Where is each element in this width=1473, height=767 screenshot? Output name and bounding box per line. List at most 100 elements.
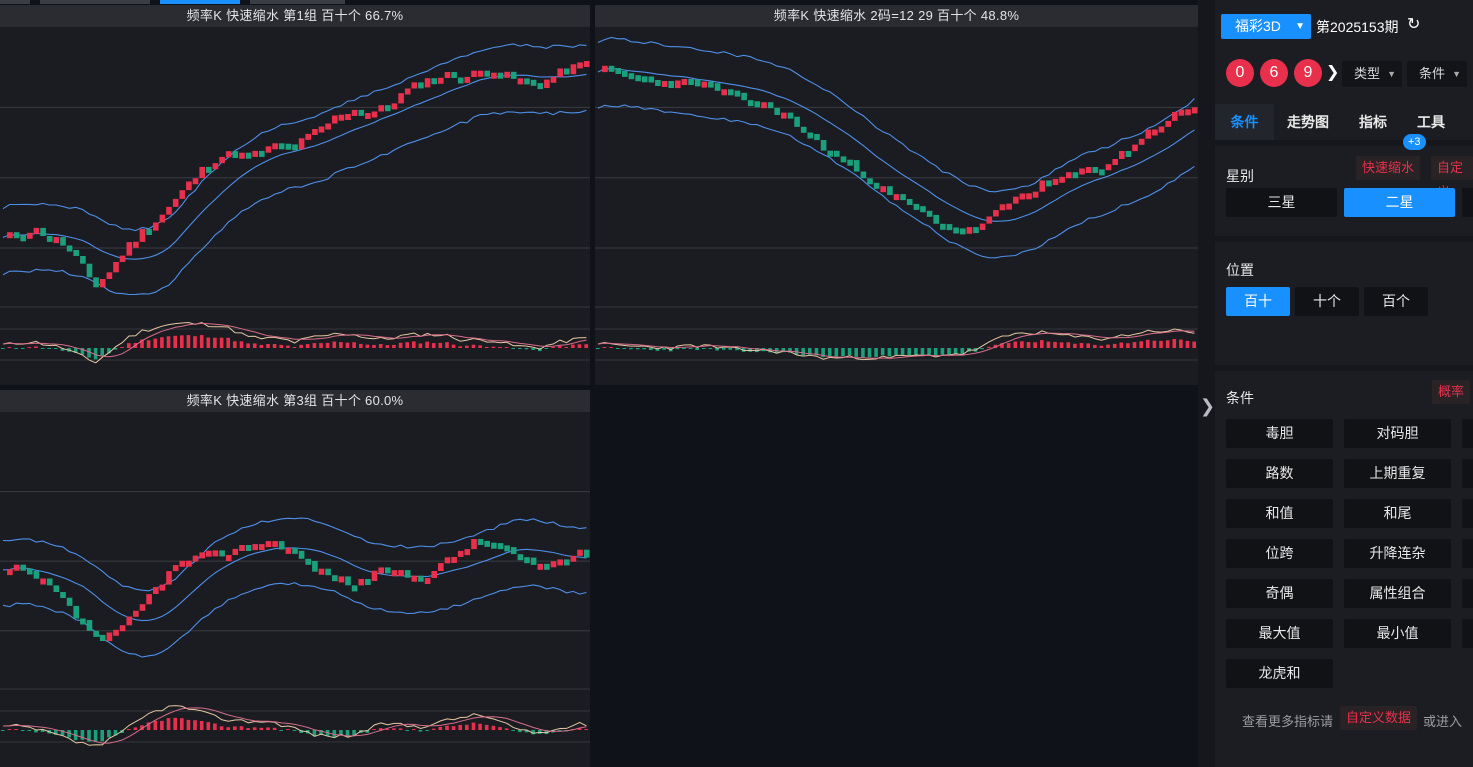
- condition-button-overflow[interactable]: [1462, 499, 1473, 528]
- condition-button[interactable]: 对码胆: [1344, 419, 1451, 448]
- candle: [887, 186, 893, 196]
- probability-link[interactable]: 概率: [1432, 380, 1471, 404]
- star-more-button[interactable]: [1462, 188, 1473, 217]
- macd-bar: [127, 729, 131, 730]
- macd-bar: [299, 730, 303, 733]
- condition-button-overflow[interactable]: [1462, 539, 1473, 568]
- chart-panel-3[interactable]: 频率K 快速缩水 第3组 百十个 60.0%: [0, 390, 590, 767]
- condition-button[interactable]: 奇偶: [1226, 579, 1333, 608]
- kline-chart-svg[interactable]: [595, 27, 1198, 385]
- condition-button[interactable]: 毒胆: [1226, 419, 1333, 448]
- candle: [139, 229, 146, 242]
- macd-bar: [695, 348, 699, 350]
- top-tab[interactable]: [0, 0, 30, 4]
- candle: [550, 76, 557, 83]
- position-bai-shi-button[interactable]: 百十: [1226, 287, 1290, 316]
- candle: [517, 78, 524, 85]
- condition-button[interactable]: 龙虎和: [1226, 659, 1333, 688]
- candle: [126, 616, 133, 626]
- candle: [411, 575, 418, 582]
- macd-bar: [708, 348, 713, 349]
- panel-divider[interactable]: ❯: [1198, 0, 1215, 767]
- macd-bar: [993, 344, 998, 348]
- tab-indicators[interactable]: 指标: [1359, 114, 1387, 130]
- candle: [385, 567, 391, 574]
- candle: [378, 567, 384, 574]
- chart-panel-2[interactable]: 频率K 快速缩水 2码=12 29 百十个 48.8%: [595, 5, 1198, 385]
- candle: [119, 255, 126, 262]
- type-dropdown[interactable]: 类型 ▼: [1342, 61, 1402, 87]
- chart-panel-1[interactable]: 频率K 快速缩水 第1组 百十个 66.7%: [0, 5, 590, 385]
- candle: [675, 80, 681, 89]
- condition-button-overflow[interactable]: [1462, 619, 1473, 648]
- macd-bar: [80, 348, 85, 355]
- condition-button[interactable]: 上期重复: [1344, 459, 1451, 488]
- condition-button[interactable]: 和值: [1226, 499, 1333, 528]
- macd-bar: [153, 338, 158, 348]
- position-bai-ge-button[interactable]: 百个: [1364, 287, 1428, 316]
- candle: [418, 575, 424, 582]
- candle: [953, 227, 959, 234]
- condition-button[interactable]: 最大值: [1226, 619, 1333, 648]
- macd-bar: [814, 348, 819, 356]
- kline-chart-svg[interactable]: [0, 412, 590, 767]
- macd-bar: [564, 347, 569, 348]
- macd-bar: [1192, 341, 1196, 348]
- candle: [424, 578, 431, 584]
- refresh-icon[interactable]: ↻: [1407, 16, 1421, 33]
- top-tab-active[interactable]: [160, 0, 240, 4]
- star-three-button[interactable]: 三星: [1226, 188, 1337, 217]
- custom-data-link[interactable]: 自定义数据: [1340, 706, 1418, 730]
- condition-button-overflow[interactable]: [1462, 579, 1473, 608]
- candle: [655, 80, 661, 86]
- condition-button[interactable]: 位跨: [1226, 539, 1333, 568]
- tab-conditions[interactable]: 条件: [1215, 104, 1274, 140]
- top-tab[interactable]: [40, 0, 150, 4]
- candle: [53, 237, 60, 244]
- quick-shrink-link[interactable]: 快速缩水: [1356, 156, 1421, 180]
- macd-bar: [206, 337, 211, 348]
- macd-bar: [67, 730, 71, 738]
- condition-dropdown[interactable]: 条件 ▼: [1407, 61, 1467, 87]
- top-tab[interactable]: [250, 0, 345, 4]
- candle: [159, 584, 166, 591]
- macd-bar: [392, 728, 396, 730]
- candle: [550, 561, 557, 568]
- macd-bar: [1013, 341, 1018, 348]
- macd-bar: [120, 347, 124, 348]
- macd-bar: [60, 730, 65, 736]
- candle: [694, 79, 701, 87]
- condition-button[interactable]: 路数: [1226, 459, 1333, 488]
- lottery-select[interactable]: 福彩3D ▼: [1221, 14, 1311, 39]
- tab-tools[interactable]: 工具: [1417, 114, 1445, 130]
- candle: [741, 92, 747, 101]
- macd-bar: [14, 348, 18, 349]
- chart-title: 频率K 快速缩水 2码=12 29 百十个 48.8%: [595, 5, 1198, 27]
- candle: [966, 227, 973, 234]
- condition-button-overflow[interactable]: [1462, 419, 1473, 448]
- chevron-right-icon[interactable]: ❯: [1200, 396, 1216, 416]
- candle: [345, 576, 351, 586]
- dif-line: [2, 321, 587, 364]
- candle: [365, 113, 371, 119]
- candle: [1191, 107, 1198, 114]
- condition-button[interactable]: 最小值: [1344, 619, 1451, 648]
- condition-button[interactable]: 和尾: [1344, 499, 1451, 528]
- condition-button[interactable]: 升降连杂: [1344, 539, 1451, 568]
- macd-bar: [1079, 343, 1084, 348]
- custom-link[interactable]: 自定义: [1431, 156, 1473, 199]
- candle: [668, 81, 674, 88]
- macd-bar: [173, 335, 177, 348]
- kline-chart-svg[interactable]: [0, 27, 590, 385]
- candle: [232, 548, 239, 555]
- position-shi-ge-button[interactable]: 十个: [1295, 287, 1359, 316]
- tab-trend[interactable]: 走势图: [1287, 114, 1329, 130]
- condition-button[interactable]: 属性组合: [1344, 579, 1451, 608]
- chevron-right-icon[interactable]: ❯: [1326, 64, 1340, 81]
- macd-bar: [1165, 340, 1170, 348]
- condition-button-overflow[interactable]: [1462, 459, 1473, 488]
- custom-data-link-label: 自定义数据: [1346, 710, 1412, 725]
- star-two-button[interactable]: 二星: [1344, 188, 1455, 217]
- candle: [106, 632, 113, 641]
- macd-bar: [629, 348, 633, 350]
